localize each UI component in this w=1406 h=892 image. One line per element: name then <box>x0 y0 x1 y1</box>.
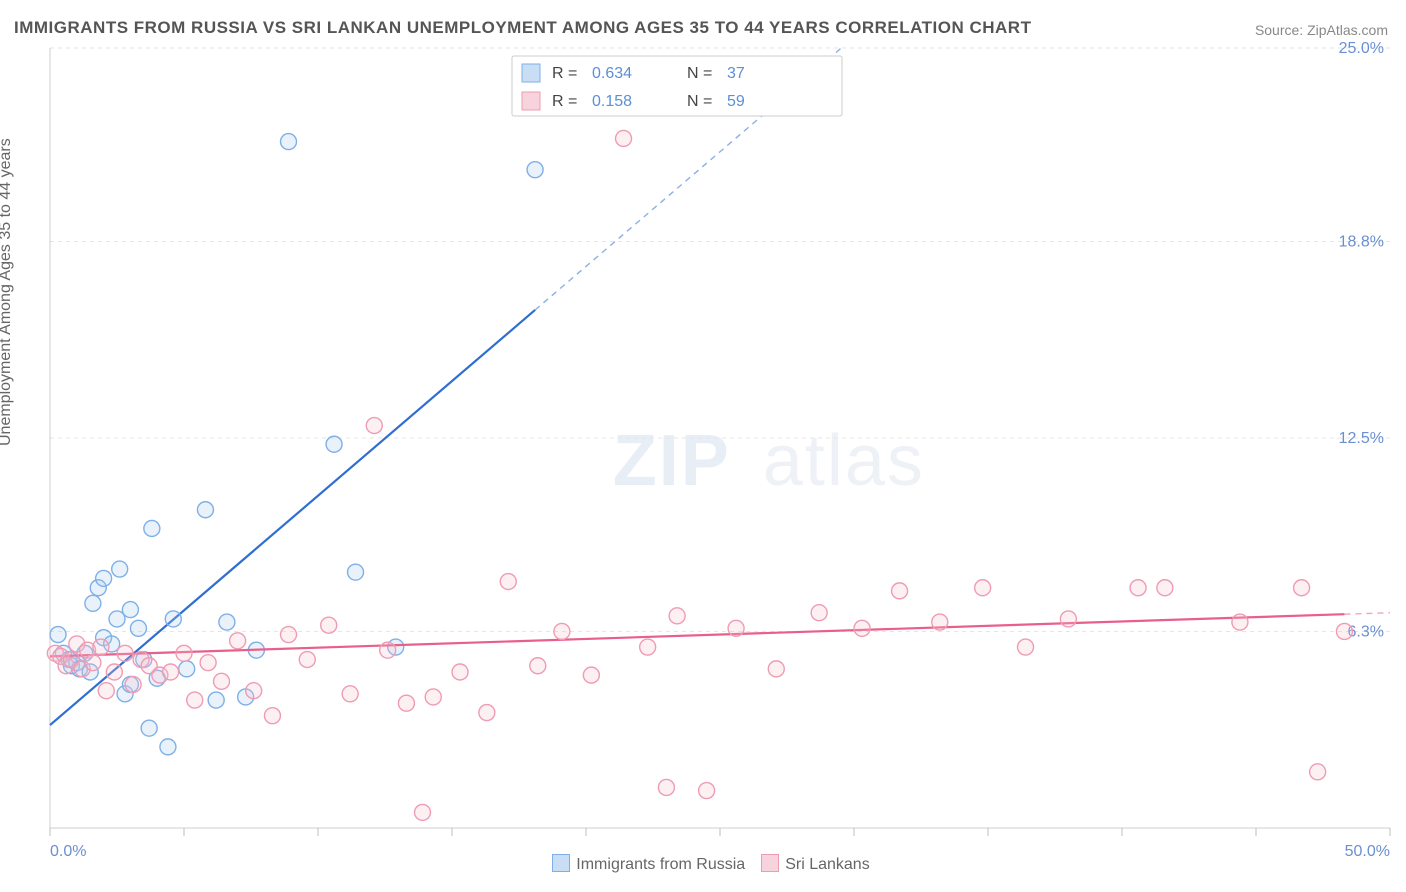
russia-point <box>179 661 195 677</box>
srilanka-point <box>214 673 230 689</box>
srilanka-point <box>854 620 870 636</box>
watermark: ZIP <box>613 421 731 501</box>
srilanka-point <box>1157 580 1173 596</box>
legend-n-value: 59 <box>727 93 745 110</box>
russia-point <box>219 614 235 630</box>
russia-point <box>527 162 543 178</box>
srilanka-point <box>1232 614 1248 630</box>
srilanka-point <box>321 617 337 633</box>
legend-n-label: N = <box>687 65 712 82</box>
russia-point <box>96 570 112 586</box>
source-name: ZipAtlas.com <box>1307 22 1388 38</box>
legend-n-value: 37 <box>727 65 745 82</box>
srilanka-point <box>230 633 246 649</box>
srilanka-point <box>176 645 192 661</box>
srilanka-point <box>246 683 262 699</box>
russia-point <box>197 502 213 518</box>
series-swatch <box>552 854 570 872</box>
srilanka-point <box>1130 580 1146 596</box>
srilanka-point <box>299 652 315 668</box>
srilanka-point <box>669 608 685 624</box>
legend-r-label: R = <box>552 93 577 110</box>
srilanka-point <box>583 667 599 683</box>
srilanka-point <box>554 623 570 639</box>
srilanka-point <box>699 783 715 799</box>
legend-swatch <box>522 64 540 82</box>
srilanka-point <box>200 655 216 671</box>
russia-point <box>165 611 181 627</box>
trend-legend: R = 0.634 N = 37 R = 0.158 N = 59 <box>512 56 842 116</box>
srilanka-point <box>658 779 674 795</box>
srilanka-point <box>1310 764 1326 780</box>
legend-r-value: 0.158 <box>592 93 632 110</box>
srilanka-point <box>479 705 495 721</box>
srilanka-point <box>425 689 441 705</box>
russia-point <box>50 627 66 643</box>
srilanka-point <box>1018 639 1034 655</box>
x-axis-series-legend: Immigrants from Russia Sri Lankans <box>0 854 1406 874</box>
y-tick-label: 12.5% <box>1339 430 1384 447</box>
srilanka-point <box>125 676 141 692</box>
russia-point <box>348 564 364 580</box>
srilanka-point <box>93 639 109 655</box>
series-label: Sri Lankans <box>785 856 870 873</box>
legend-n-label: N = <box>687 93 712 110</box>
srilanka-point <box>163 664 179 680</box>
watermark: atlas <box>763 421 925 501</box>
srilanka-point <box>281 627 297 643</box>
russia-point <box>122 602 138 618</box>
regression-line <box>50 310 535 725</box>
srilanka-point <box>530 658 546 674</box>
russia-point <box>281 134 297 150</box>
srilanka-point <box>892 583 908 599</box>
srilanka-point <box>728 620 744 636</box>
russia-point <box>85 595 101 611</box>
srilanka-point <box>1294 580 1310 596</box>
srilanka-point <box>452 664 468 680</box>
srilanka-point <box>264 708 280 724</box>
series-swatch <box>761 854 779 872</box>
srilanka-point <box>616 130 632 146</box>
legend-swatch <box>522 92 540 110</box>
russia-point <box>130 620 146 636</box>
russia-point <box>141 720 157 736</box>
series-label: Immigrants from Russia <box>576 856 745 873</box>
srilanka-point <box>398 695 414 711</box>
srilanka-point <box>932 614 948 630</box>
srilanka-point <box>640 639 656 655</box>
srilanka-point <box>415 804 431 820</box>
srilanka-point <box>366 418 382 434</box>
srilanka-point <box>500 574 516 590</box>
srilanka-point <box>975 580 991 596</box>
srilanka-point <box>106 664 122 680</box>
source-attribution: Source: ZipAtlas.com <box>1255 22 1388 38</box>
scatter-plot: ZIPatlas6.3%12.5%18.8%25.0%0.0%50.0%R =0… <box>50 48 1390 868</box>
srilanka-point <box>85 655 101 671</box>
russia-point <box>160 739 176 755</box>
srilanka-point <box>811 605 827 621</box>
srilanka-point <box>98 683 114 699</box>
srilanka-point <box>1060 611 1076 627</box>
legend-r-value: 0.634 <box>592 65 632 82</box>
regression-line-dashed <box>1344 613 1390 614</box>
srilanka-point <box>768 661 784 677</box>
srilanka-point <box>117 645 133 661</box>
russia-point <box>112 561 128 577</box>
srilanka-point <box>1336 623 1352 639</box>
russia-point <box>208 692 224 708</box>
legend-r-label: R = <box>552 65 577 82</box>
chart-title: IMMIGRANTS FROM RUSSIA VS SRI LANKAN UNE… <box>14 18 1031 38</box>
y-axis-label: Unemployment Among Ages 35 to 44 years <box>0 138 15 446</box>
russia-point <box>326 436 342 452</box>
srilanka-point <box>342 686 358 702</box>
russia-point <box>144 520 160 536</box>
srilanka-point <box>380 642 396 658</box>
source-prefix: Source: <box>1255 22 1307 38</box>
srilanka-point <box>187 692 203 708</box>
y-tick-label: 18.8% <box>1339 233 1384 250</box>
y-tick-label: 25.0% <box>1339 40 1384 57</box>
